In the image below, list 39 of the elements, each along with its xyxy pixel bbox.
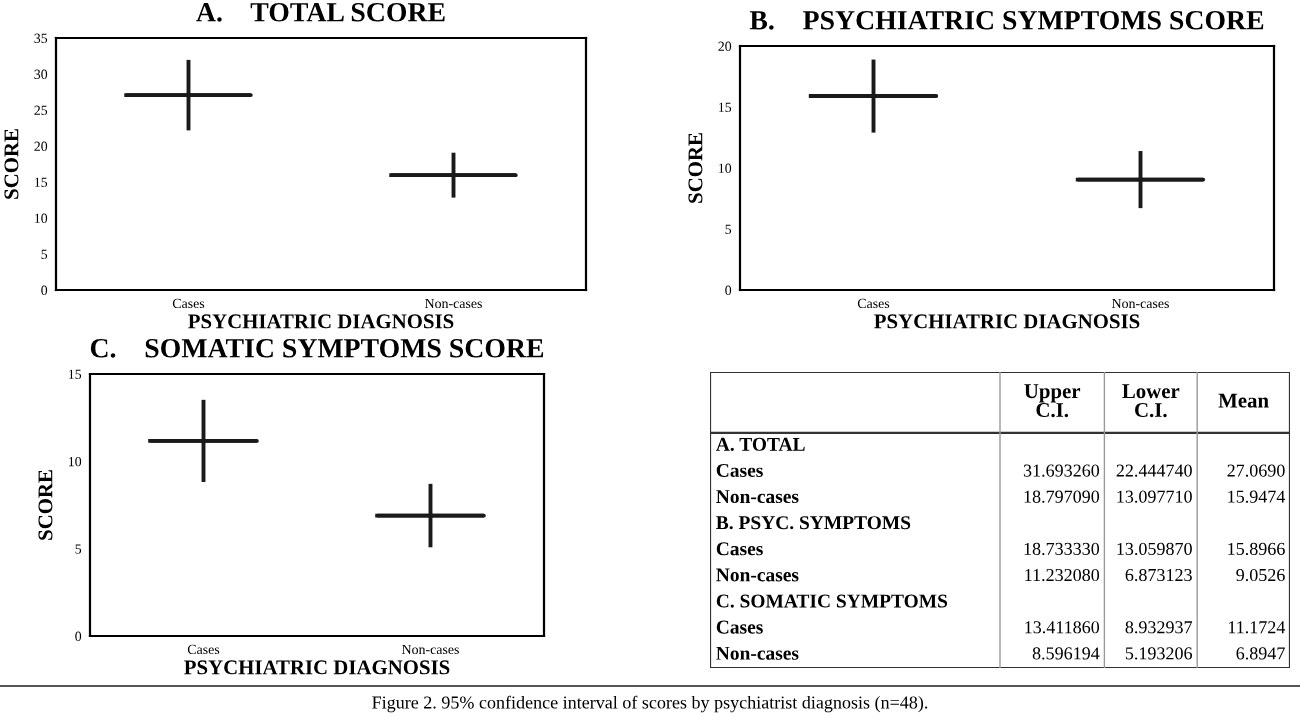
data-label: 27.0690 [1227,464,1285,477]
data-label: 18.733330 [1024,542,1100,556]
chart-title: A. TOTAL SCORE [196,2,445,22]
data-label: 13.059870 [1117,542,1192,556]
text: Upper C.I. [1024,384,1081,418]
y-axis-title: SCORE [688,133,703,203]
category-label: Cases [716,620,763,634]
data-label: 31.693260 [1023,464,1100,477]
y-axis-title: SCORE [4,129,19,199]
chart-title: B. PSYCHIATRIC SYMPTOMS SCORE [749,10,1264,30]
category-label: Non-cases [716,490,799,504]
category-label: C. SOMATIC SYMPTOMS [716,594,948,608]
data-label: 13.411860 [1025,621,1100,634]
x-axis-title: PSYCHIATRIC DIAGNOSIS [874,314,1140,329]
data-label: 8.596194 [1032,647,1100,660]
chart-title: C. SOMATIC SYMPTOMS SCORE [90,338,544,358]
data-label: 18.797090 [1024,490,1100,503]
category-label: A. TOTAL [715,437,805,451]
data-label: 13.097710 [1117,490,1192,503]
data-label: 15.8966 [1228,542,1285,556]
data-label: 22.444740 [1116,464,1192,477]
data-label: 15.9474 [1228,490,1286,503]
data-label: 6.873123 [1125,568,1192,582]
text: Mean [1218,393,1269,408]
y-axis-title: SCORE [38,470,53,540]
data-label: 8.932937 [1125,621,1193,634]
category-label: Cases [716,463,763,477]
category-label: Cases [716,542,763,556]
caption: Figure 2. 95% confidence interval of scores by psychiatrist diagnosis (n=48). [372,695,928,713]
category-label: B. PSYC. SYMPTOMS [716,516,911,530]
x-axis-title: PSYCHIATRIC DIAGNOSIS [188,314,454,329]
x-axis-title: PSYCHIATRIC DIAGNOSIS [184,660,450,675]
text: Lower C.I. [1122,384,1180,418]
data-label: 5.193206 [1125,647,1193,660]
data-label: 6.8947 [1236,647,1285,660]
data-label: 9.0526 [1236,568,1285,582]
data-label: 11.1724 [1228,621,1286,634]
data-label: 11.232080 [1025,568,1100,582]
category-label: Non-cases [716,568,799,582]
